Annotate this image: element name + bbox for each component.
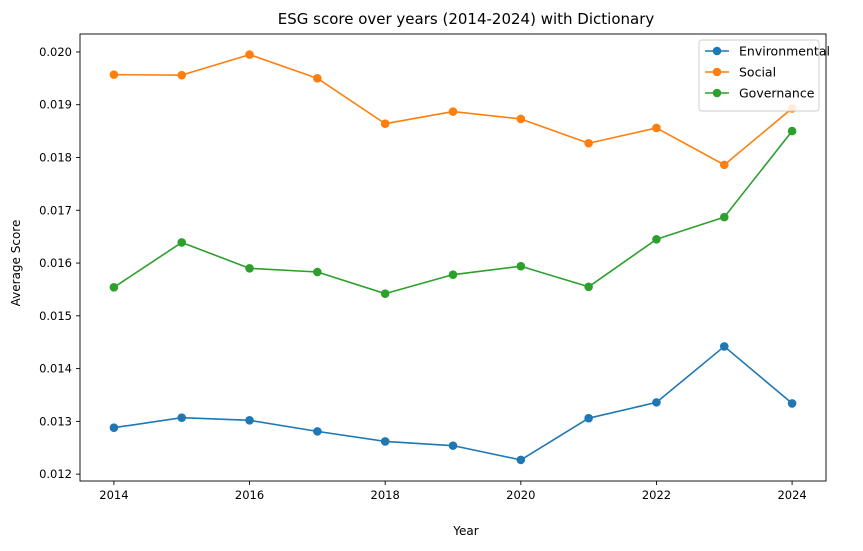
legend: Environmental Social Governance (698, 39, 830, 112)
data-point-social (380, 119, 390, 129)
data-point-governance (584, 282, 593, 292)
y-tick-label: 0.019 (39, 98, 72, 112)
data-point-environmental (177, 413, 187, 422)
data-point-environmental (652, 398, 661, 407)
y-tick-label: 0.015 (39, 309, 72, 323)
data-point-governance (380, 289, 390, 298)
y-tick-label: 0.016 (39, 256, 72, 270)
chart-title: ESG score over years (2014-2024) with Di… (278, 10, 655, 28)
y-tick-label: 0.017 (39, 203, 72, 217)
y-tick-label: 0.014 (39, 362, 72, 376)
y-tick-label: 0.013 (39, 414, 72, 428)
data-point-governance (652, 234, 661, 244)
legend-label: Governance (739, 86, 815, 101)
data-point-environmental (719, 342, 729, 351)
data-point-governance (245, 264, 254, 273)
series-environmental (109, 342, 797, 465)
y-axis: 0.012 0.013 0.014 0.015 0.016 0.017 0.018 0.019… (39, 45, 80, 481)
legend-item: Environmental (705, 44, 830, 59)
data-point-environmental (245, 416, 254, 425)
legend-item: Social (705, 65, 776, 80)
x-axis-label: Year (452, 524, 478, 538)
data-point-governance (177, 238, 187, 247)
data-point-governance (448, 270, 458, 279)
data-point-social (245, 50, 254, 59)
legend-label: Social (739, 65, 776, 80)
x-tick-label: 2018 (371, 488, 400, 502)
data-point-social (516, 114, 526, 124)
legend-marker-swatch (712, 88, 722, 98)
data-point-governance (313, 267, 322, 277)
data-point-social (719, 160, 729, 170)
data-point-governance (516, 261, 526, 271)
data-point-environmental (380, 437, 390, 446)
y-tick-label: 0.018 (39, 150, 72, 164)
x-tick-label: 2024 (777, 488, 806, 502)
data-point-social (109, 70, 119, 79)
data-point-environmental (109, 423, 119, 432)
legend-marker-swatch (712, 46, 722, 56)
legend-label: Environmental (739, 44, 830, 59)
y-axis-label: Average Score (9, 220, 23, 307)
x-axis: 2014 2016 2018 2020 2022 2024 (99, 481, 807, 502)
x-tick-label: 2022 (642, 488, 671, 502)
y-tick-label: 0.012 (39, 467, 72, 481)
x-tick-label: 2020 (506, 488, 535, 502)
x-tick-label: 2016 (235, 488, 264, 502)
data-point-social (177, 70, 187, 80)
data-point-governance (787, 126, 797, 136)
data-point-social (652, 123, 661, 133)
data-point-social (584, 138, 593, 148)
series-social (109, 50, 797, 170)
data-point-environmental (448, 441, 458, 450)
data-point-environmental (313, 427, 322, 436)
data-point-governance (109, 283, 119, 292)
legend-marker-swatch (712, 67, 722, 77)
data-point-social (313, 74, 322, 83)
series-layer (109, 50, 797, 465)
data-point-governance (719, 212, 729, 222)
data-point-environmental (584, 413, 593, 423)
legend-item: Governance (705, 86, 815, 101)
series-governance (109, 126, 797, 298)
data-point-environmental (516, 455, 526, 465)
data-point-environmental (787, 399, 797, 408)
y-tick-label: 0.020 (39, 45, 72, 59)
x-tick-label: 2014 (99, 488, 128, 502)
data-point-social (448, 107, 458, 116)
